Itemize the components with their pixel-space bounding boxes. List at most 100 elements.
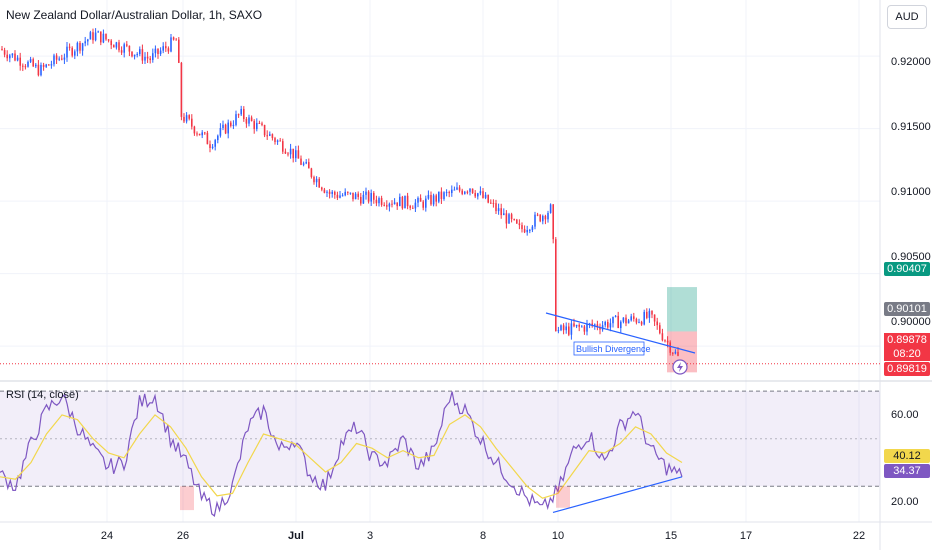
- candle-body: [622, 317, 625, 322]
- candle-body: [557, 330, 560, 332]
- candle-body: [347, 191, 349, 193]
- rsi-ma-tag: 40.12: [884, 449, 930, 463]
- candle-body: [575, 324, 578, 327]
- oversold-highlight: [556, 486, 570, 508]
- candle-body: [159, 50, 162, 54]
- candle-body: [154, 48, 157, 54]
- candle-body: [505, 213, 508, 224]
- candle-body: [370, 193, 372, 202]
- candle-body: [27, 61, 29, 67]
- candle-body: [417, 197, 419, 203]
- annotation-box: [573, 341, 645, 356]
- candle-body: [185, 115, 188, 122]
- candle-body: [458, 187, 461, 191]
- candle-body: [531, 226, 534, 230]
- candle-body: [40, 64, 42, 76]
- countdown-tag: 08:20: [884, 347, 930, 361]
- candle-body: [11, 53, 14, 56]
- candle-body: [360, 196, 362, 204]
- candle-body: [105, 33, 107, 40]
- candle-body: [443, 192, 445, 199]
- candle-body: [66, 46, 68, 58]
- candle-body: [206, 132, 209, 145]
- candle-body: [263, 124, 266, 136]
- x-tick-label: 24: [100, 530, 114, 542]
- candle-body: [609, 323, 612, 328]
- candle-body: [292, 148, 294, 159]
- candle-body: [276, 140, 279, 142]
- candle-body: [508, 214, 510, 224]
- x-tick-label: 10: [551, 530, 565, 542]
- candle-body: [146, 56, 149, 59]
- candle-body: [269, 134, 271, 136]
- candle-body: [55, 55, 58, 60]
- candle-body: [302, 163, 305, 165]
- annotation-label: Bullish Divergence: [576, 344, 651, 354]
- candle-body: [482, 191, 484, 198]
- candle-body: [237, 114, 240, 116]
- candle-body: [245, 119, 248, 124]
- candle-body: [336, 194, 339, 198]
- candle-body: [386, 205, 388, 207]
- candle-body: [565, 326, 567, 331]
- candle-body: [157, 48, 159, 54]
- candle-body: [331, 191, 333, 194]
- candle-body: [612, 316, 614, 324]
- candle-body: [404, 195, 406, 209]
- candle-body: [118, 42, 120, 51]
- candle-body: [495, 203, 497, 212]
- candle-body: [295, 150, 297, 159]
- candle-body: [388, 203, 391, 207]
- candle-body: [24, 66, 27, 68]
- candle-body: [664, 340, 666, 342]
- candle-body: [19, 57, 21, 66]
- candle-body: [596, 324, 599, 328]
- candle-body: [607, 321, 609, 328]
- candle-body: [9, 55, 11, 59]
- candle-body: [581, 326, 583, 328]
- y-tick-label: 0.91500: [891, 121, 931, 133]
- candle-body: [256, 122, 258, 130]
- candle-body: [627, 320, 630, 324]
- candle-body: [217, 135, 219, 141]
- candle-body: [425, 198, 427, 208]
- candle-body: [178, 39, 180, 63]
- candle-body: [500, 208, 502, 216]
- candle-body: [201, 132, 203, 136]
- candle-body: [625, 317, 627, 324]
- candle-body: [539, 214, 541, 222]
- candle-body: [464, 191, 466, 194]
- candle-body: [659, 325, 661, 334]
- x-tick-label: 8: [479, 530, 487, 542]
- x-tick-label: 22: [852, 530, 866, 542]
- candle-body: [58, 58, 60, 60]
- candle-body: [253, 121, 255, 130]
- candle-body: [349, 192, 352, 194]
- candle-body: [510, 214, 513, 220]
- candle-body: [81, 43, 84, 51]
- candle-body: [484, 194, 487, 198]
- rsi-line: [0, 391, 683, 517]
- candle-body: [666, 340, 669, 343]
- candle-body: [479, 191, 482, 194]
- candle-body: [583, 326, 586, 332]
- candle-body: [232, 124, 235, 126]
- candle-body: [271, 134, 274, 139]
- candle-body: [144, 56, 146, 61]
- candle-body: [131, 51, 133, 57]
- candle-body: [375, 199, 378, 204]
- candle-body: [235, 114, 237, 125]
- candle-body: [646, 311, 648, 318]
- candle-body: [149, 58, 151, 60]
- currency-selector[interactable]: AUD: [887, 5, 927, 29]
- candle-body: [287, 153, 289, 155]
- candle-body: [492, 202, 495, 204]
- candle-body: [542, 215, 544, 222]
- candle-body: [466, 191, 469, 193]
- candle-body: [300, 158, 302, 165]
- candle-body: [84, 41, 86, 44]
- candle-body: [380, 198, 383, 205]
- candle-body: [669, 342, 671, 353]
